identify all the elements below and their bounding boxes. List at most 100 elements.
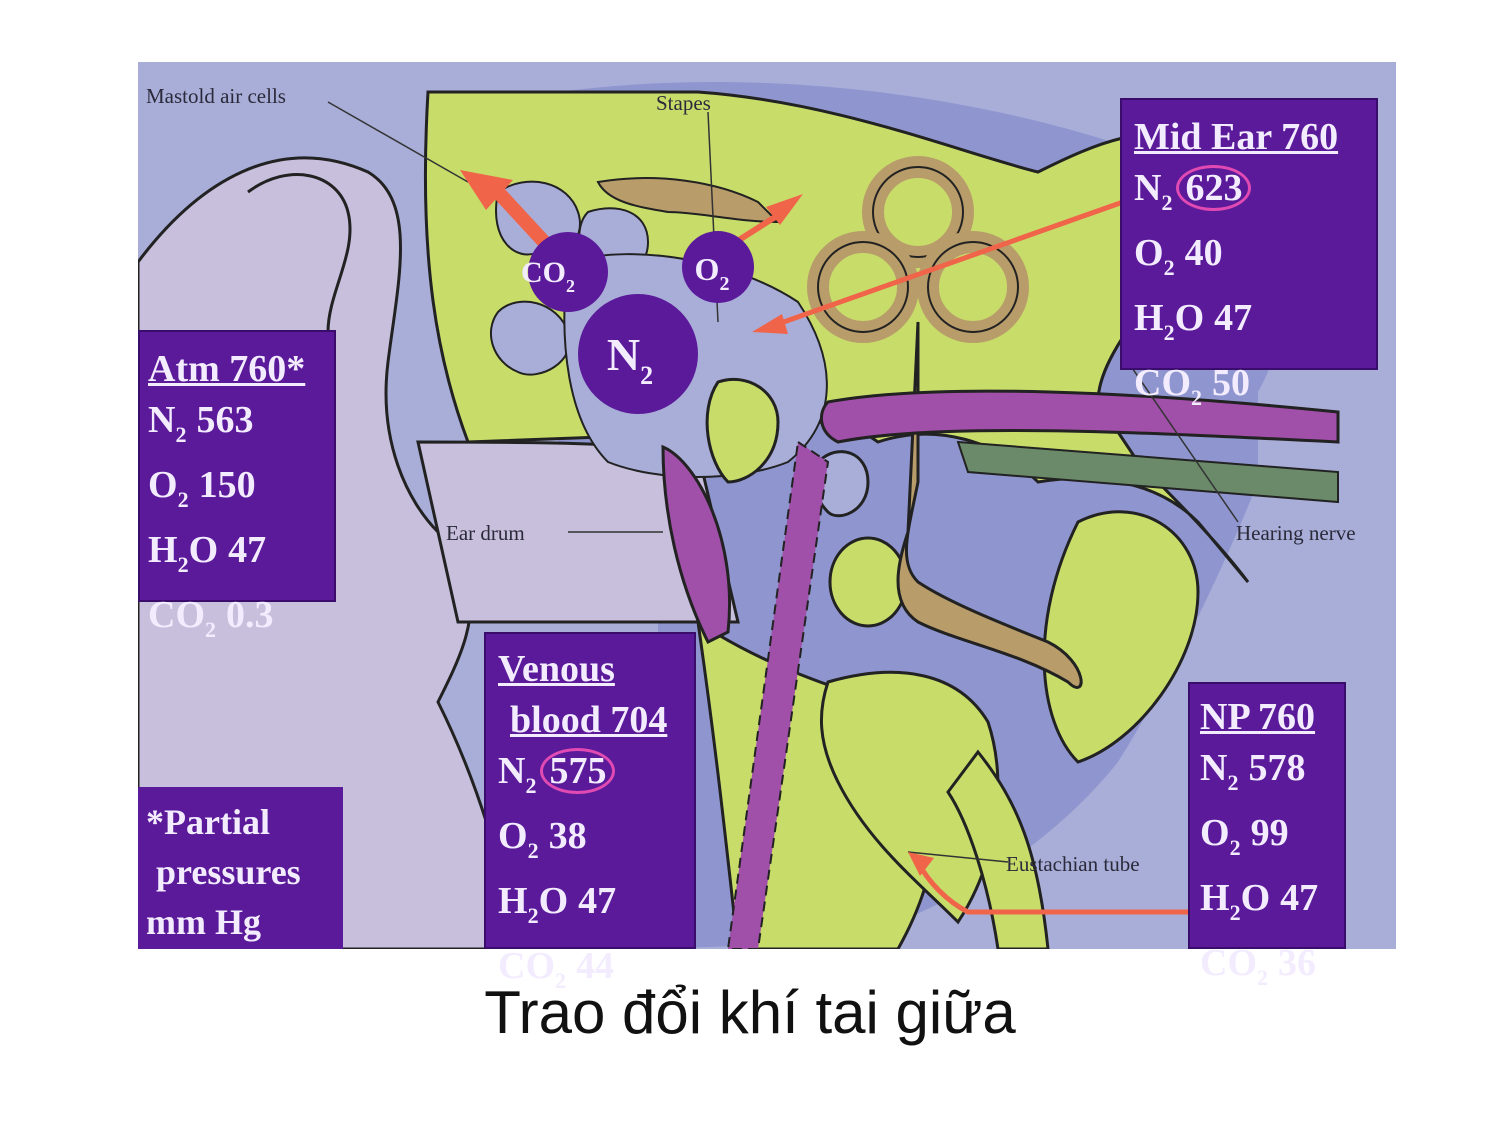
gas-value: 44 bbox=[576, 945, 614, 987]
gas-subscript: 2 bbox=[205, 617, 216, 642]
venous-heading-line1: Venous bbox=[498, 648, 615, 690]
co2-bubble-subscript: 2 bbox=[566, 276, 575, 296]
mid-ear-arrow bbox=[752, 199, 1124, 334]
gas-value: 578 bbox=[1248, 747, 1306, 789]
gas-symbol-2: O bbox=[538, 880, 569, 922]
highlighted-value: 575 bbox=[540, 748, 616, 794]
venous-row-n2: N2 575 bbox=[498, 746, 682, 811]
gas-symbol-2: O bbox=[1240, 877, 1271, 919]
venous-row-o2: O2 38 bbox=[498, 811, 682, 876]
gas-subscript: 2 bbox=[1229, 835, 1241, 860]
blood-vessel bbox=[726, 440, 830, 949]
venous-row-h2o: H2O 47 bbox=[498, 876, 682, 941]
o2-bubble-symbol: O bbox=[695, 251, 720, 287]
gas-value: 47 bbox=[228, 529, 267, 571]
gas-subscript: 2 bbox=[555, 968, 566, 993]
gas-subscript: 2 bbox=[1161, 190, 1173, 215]
middle-ear-diagram: Mastold air cells Stapes Ear drum Hearin… bbox=[138, 62, 1396, 993]
mid-ear-row-o2: O2 40 bbox=[1134, 228, 1364, 293]
gas-subscript: 2 bbox=[175, 422, 187, 447]
ear-drum bbox=[661, 444, 731, 645]
gas-value: 38 bbox=[548, 815, 587, 857]
co2-bubble-symbol: CO bbox=[521, 256, 566, 289]
np-heading: NP 760 bbox=[1200, 696, 1316, 738]
o2-bubble-subscript: 2 bbox=[719, 273, 729, 295]
gas-symbol: CO bbox=[1134, 362, 1191, 404]
highlighted-value: 623 bbox=[1176, 165, 1252, 211]
gas-value: 0.3 bbox=[226, 594, 274, 636]
gas-value: 40 bbox=[1184, 232, 1223, 274]
gas-subscript: 2 bbox=[525, 773, 537, 798]
gas-subscript: 2 bbox=[1227, 770, 1239, 795]
gas-value: 47 bbox=[1280, 877, 1319, 919]
gas-symbol: H bbox=[1134, 297, 1164, 339]
gas-symbol: H bbox=[148, 529, 178, 571]
venous-heading-line2: blood 704 bbox=[510, 699, 668, 741]
gas-value: 47 bbox=[578, 880, 617, 922]
note-line-1: *Partial bbox=[146, 802, 270, 842]
gas-symbol: O bbox=[498, 815, 528, 857]
mid-ear-row-n2: N2 623 bbox=[1134, 163, 1364, 228]
eustachian-tube bbox=[946, 749, 1050, 949]
mid-ear-row-co2: CO2 50 bbox=[1134, 358, 1364, 423]
gas-symbol: N bbox=[498, 750, 526, 792]
gas-value: 36 bbox=[1278, 942, 1316, 984]
n2-bubble: N2 bbox=[578, 294, 698, 414]
note-line-3: mm Hg bbox=[146, 902, 261, 942]
svg-text:O2: O2 bbox=[695, 251, 730, 295]
np-row-co2: CO2 36 bbox=[1200, 938, 1334, 1003]
mid-ear-box: Mid Ear 760 N2 623 O2 40 H2O 47 CO2 50 bbox=[1120, 98, 1378, 410]
incus bbox=[705, 377, 780, 484]
mid-ear-row-h2o: H2O 47 bbox=[1134, 293, 1364, 358]
gas-subscript: 2 bbox=[527, 903, 539, 928]
semicircular-canals bbox=[807, 156, 1083, 689]
venous-blood-box: Venous blood 704 N2 575 O2 38 H2O 47 CO2 44 bbox=[484, 632, 696, 993]
nerve-bundle bbox=[956, 440, 1339, 504]
gas-subscript: 2 bbox=[177, 552, 189, 577]
gas-symbol: O bbox=[148, 464, 178, 506]
np-box: NP 760 N2 578 O2 99 H2O 47 CO2 36 bbox=[1188, 682, 1346, 990]
atm-heading: Atm 760* bbox=[148, 348, 306, 390]
gas-value: 50 bbox=[1212, 362, 1250, 404]
mid-ear-heading: Mid Ear 760 bbox=[1134, 116, 1339, 158]
mastoid-cell bbox=[489, 300, 571, 376]
gas-subscript: 2 bbox=[1229, 900, 1241, 925]
gas-symbol: H bbox=[498, 880, 528, 922]
gas-symbol: O bbox=[1200, 812, 1230, 854]
gas-symbol-2: O bbox=[188, 529, 219, 571]
hearing-nerve-leader bbox=[1127, 361, 1239, 523]
mastoid-label: Mastold air cells bbox=[146, 84, 286, 108]
gas-symbol: CO bbox=[1200, 942, 1257, 984]
round-window bbox=[828, 536, 908, 628]
slide-caption: Trao đổi khí tai giữa bbox=[484, 979, 1016, 1046]
ossicle-malleus bbox=[596, 177, 781, 224]
np-row-n2: N2 578 bbox=[1200, 743, 1334, 808]
gas-subscript: 2 bbox=[1163, 320, 1175, 345]
gas-value: 47 bbox=[1214, 297, 1253, 339]
note-line-2: pressures bbox=[156, 852, 301, 892]
gas-subscript: 2 bbox=[1163, 255, 1175, 280]
gas-symbol: O bbox=[1134, 232, 1164, 274]
gas-symbol: H bbox=[1200, 877, 1230, 919]
venous-row-co2: CO2 44 bbox=[498, 941, 682, 1006]
atm-box: Atm 760* N2 563 O2 150 H2O 47 CO2 0.3 bbox=[138, 330, 336, 642]
stapes-label: Stapes bbox=[656, 91, 711, 115]
pinna-fold bbox=[247, 173, 352, 333]
gas-value: 99 bbox=[1250, 812, 1289, 854]
n2-bubble-symbol: N bbox=[607, 329, 640, 380]
gas-subscript: 2 bbox=[1257, 965, 1268, 990]
gas-subscript: 2 bbox=[527, 838, 539, 863]
gas-value: 563 bbox=[196, 399, 254, 441]
atm-row-co2: CO2 0.3 bbox=[148, 590, 326, 655]
gas-symbol: N bbox=[1134, 167, 1162, 209]
svg-text:CO2: CO2 bbox=[521, 256, 575, 296]
co2-bubble: CO2 bbox=[521, 232, 608, 312]
np-row-h2o: H2O 47 bbox=[1200, 873, 1334, 938]
atm-row-n2: N2 563 bbox=[148, 395, 326, 460]
atm-row-o2: O2 150 bbox=[148, 460, 326, 525]
mastoid-leader bbox=[327, 101, 469, 183]
hearing-nerve-label: Hearing nerve bbox=[1236, 521, 1356, 545]
ear-drum-label: Ear drum bbox=[446, 521, 525, 545]
gas-symbol: N bbox=[1200, 747, 1228, 789]
atm-row-h2o: H2O 47 bbox=[148, 525, 326, 590]
